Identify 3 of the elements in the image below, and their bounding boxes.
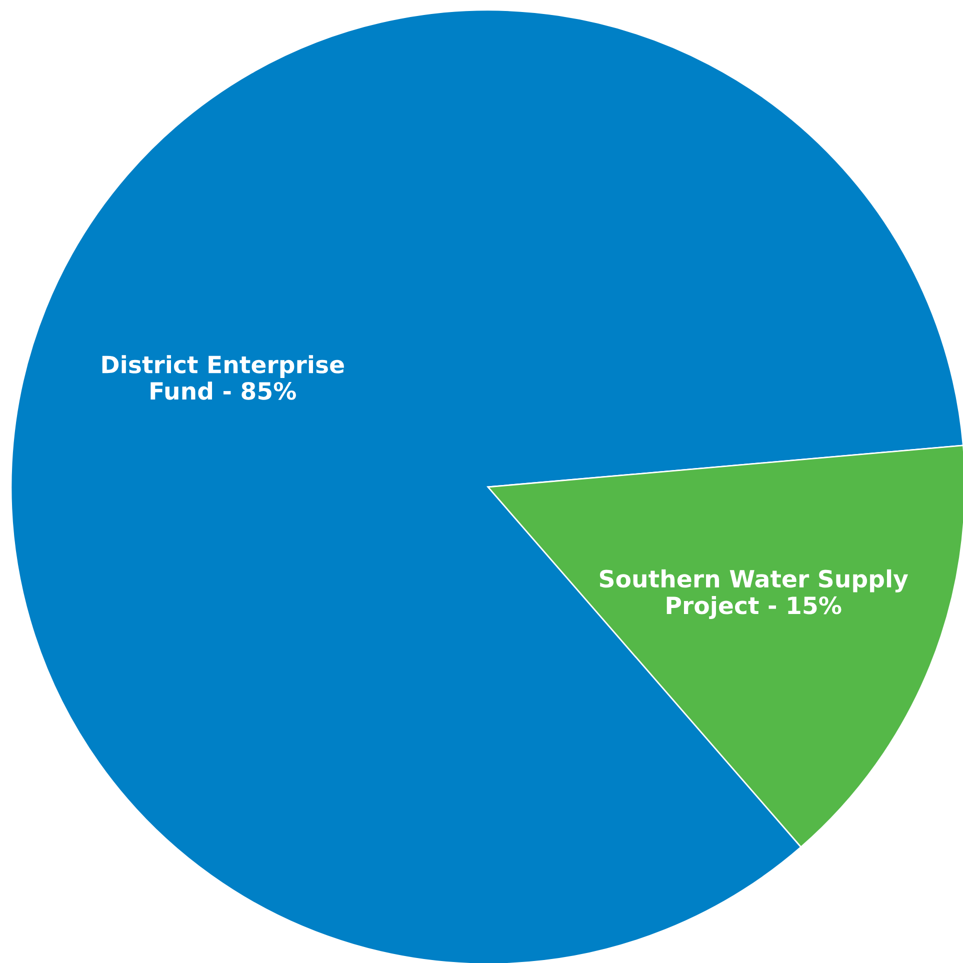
pie-slice (10, 9, 963, 963)
slice-label: Southern Water Supply Project - 15% (600, 569, 908, 620)
slice-label: District Enterprise Fund - 85% (102, 355, 344, 400)
